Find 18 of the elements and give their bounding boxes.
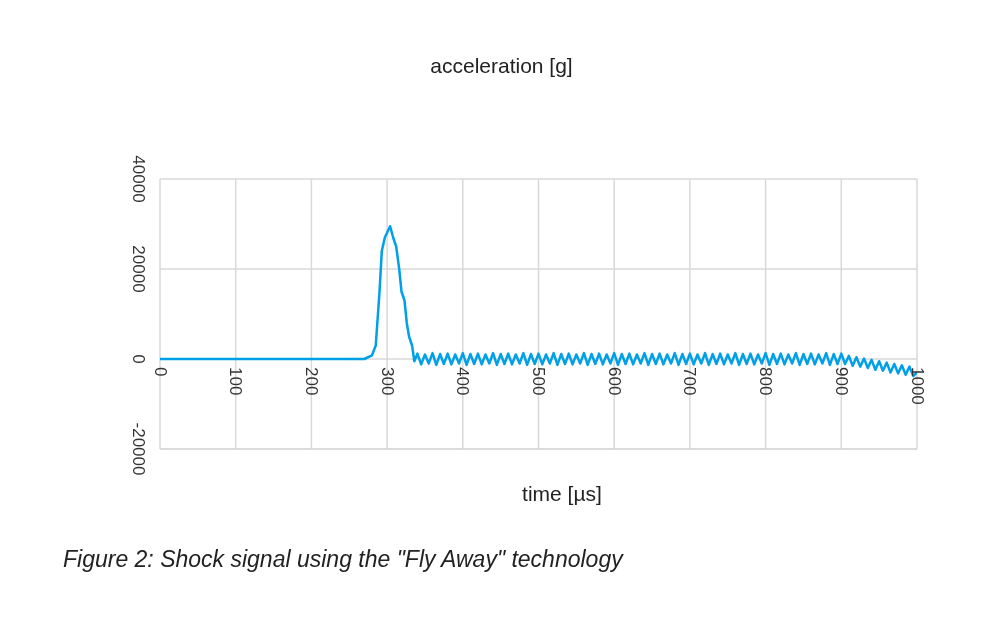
x-tick-label: 300 bbox=[377, 367, 397, 396]
x-tick-label: 700 bbox=[680, 367, 700, 396]
x-tick-label: 900 bbox=[831, 367, 851, 396]
x-tick-label: 1000 bbox=[907, 367, 927, 405]
x-tick-label: 600 bbox=[604, 367, 624, 396]
y-tick-label: 0 bbox=[128, 354, 148, 364]
x-tick-label: 400 bbox=[453, 367, 473, 396]
y-tick-label: -20000 bbox=[128, 422, 148, 476]
caption: Figure 2: Shock signal using the "Fly Away" technology bbox=[63, 546, 623, 573]
x-tick-label: 0 bbox=[150, 367, 170, 377]
x-axis-title: time [µs] bbox=[521, 482, 603, 506]
x-tick-label: 200 bbox=[301, 367, 321, 396]
y-tick-label: 40000 bbox=[128, 155, 148, 203]
x-tick-label: 500 bbox=[529, 367, 548, 396]
x-tick-label: 100 bbox=[226, 367, 246, 396]
chart-title: acceleration [g] bbox=[429, 54, 574, 78]
x-tick-label: 800 bbox=[756, 367, 776, 396]
y-tick-label: 20000 bbox=[128, 245, 148, 293]
